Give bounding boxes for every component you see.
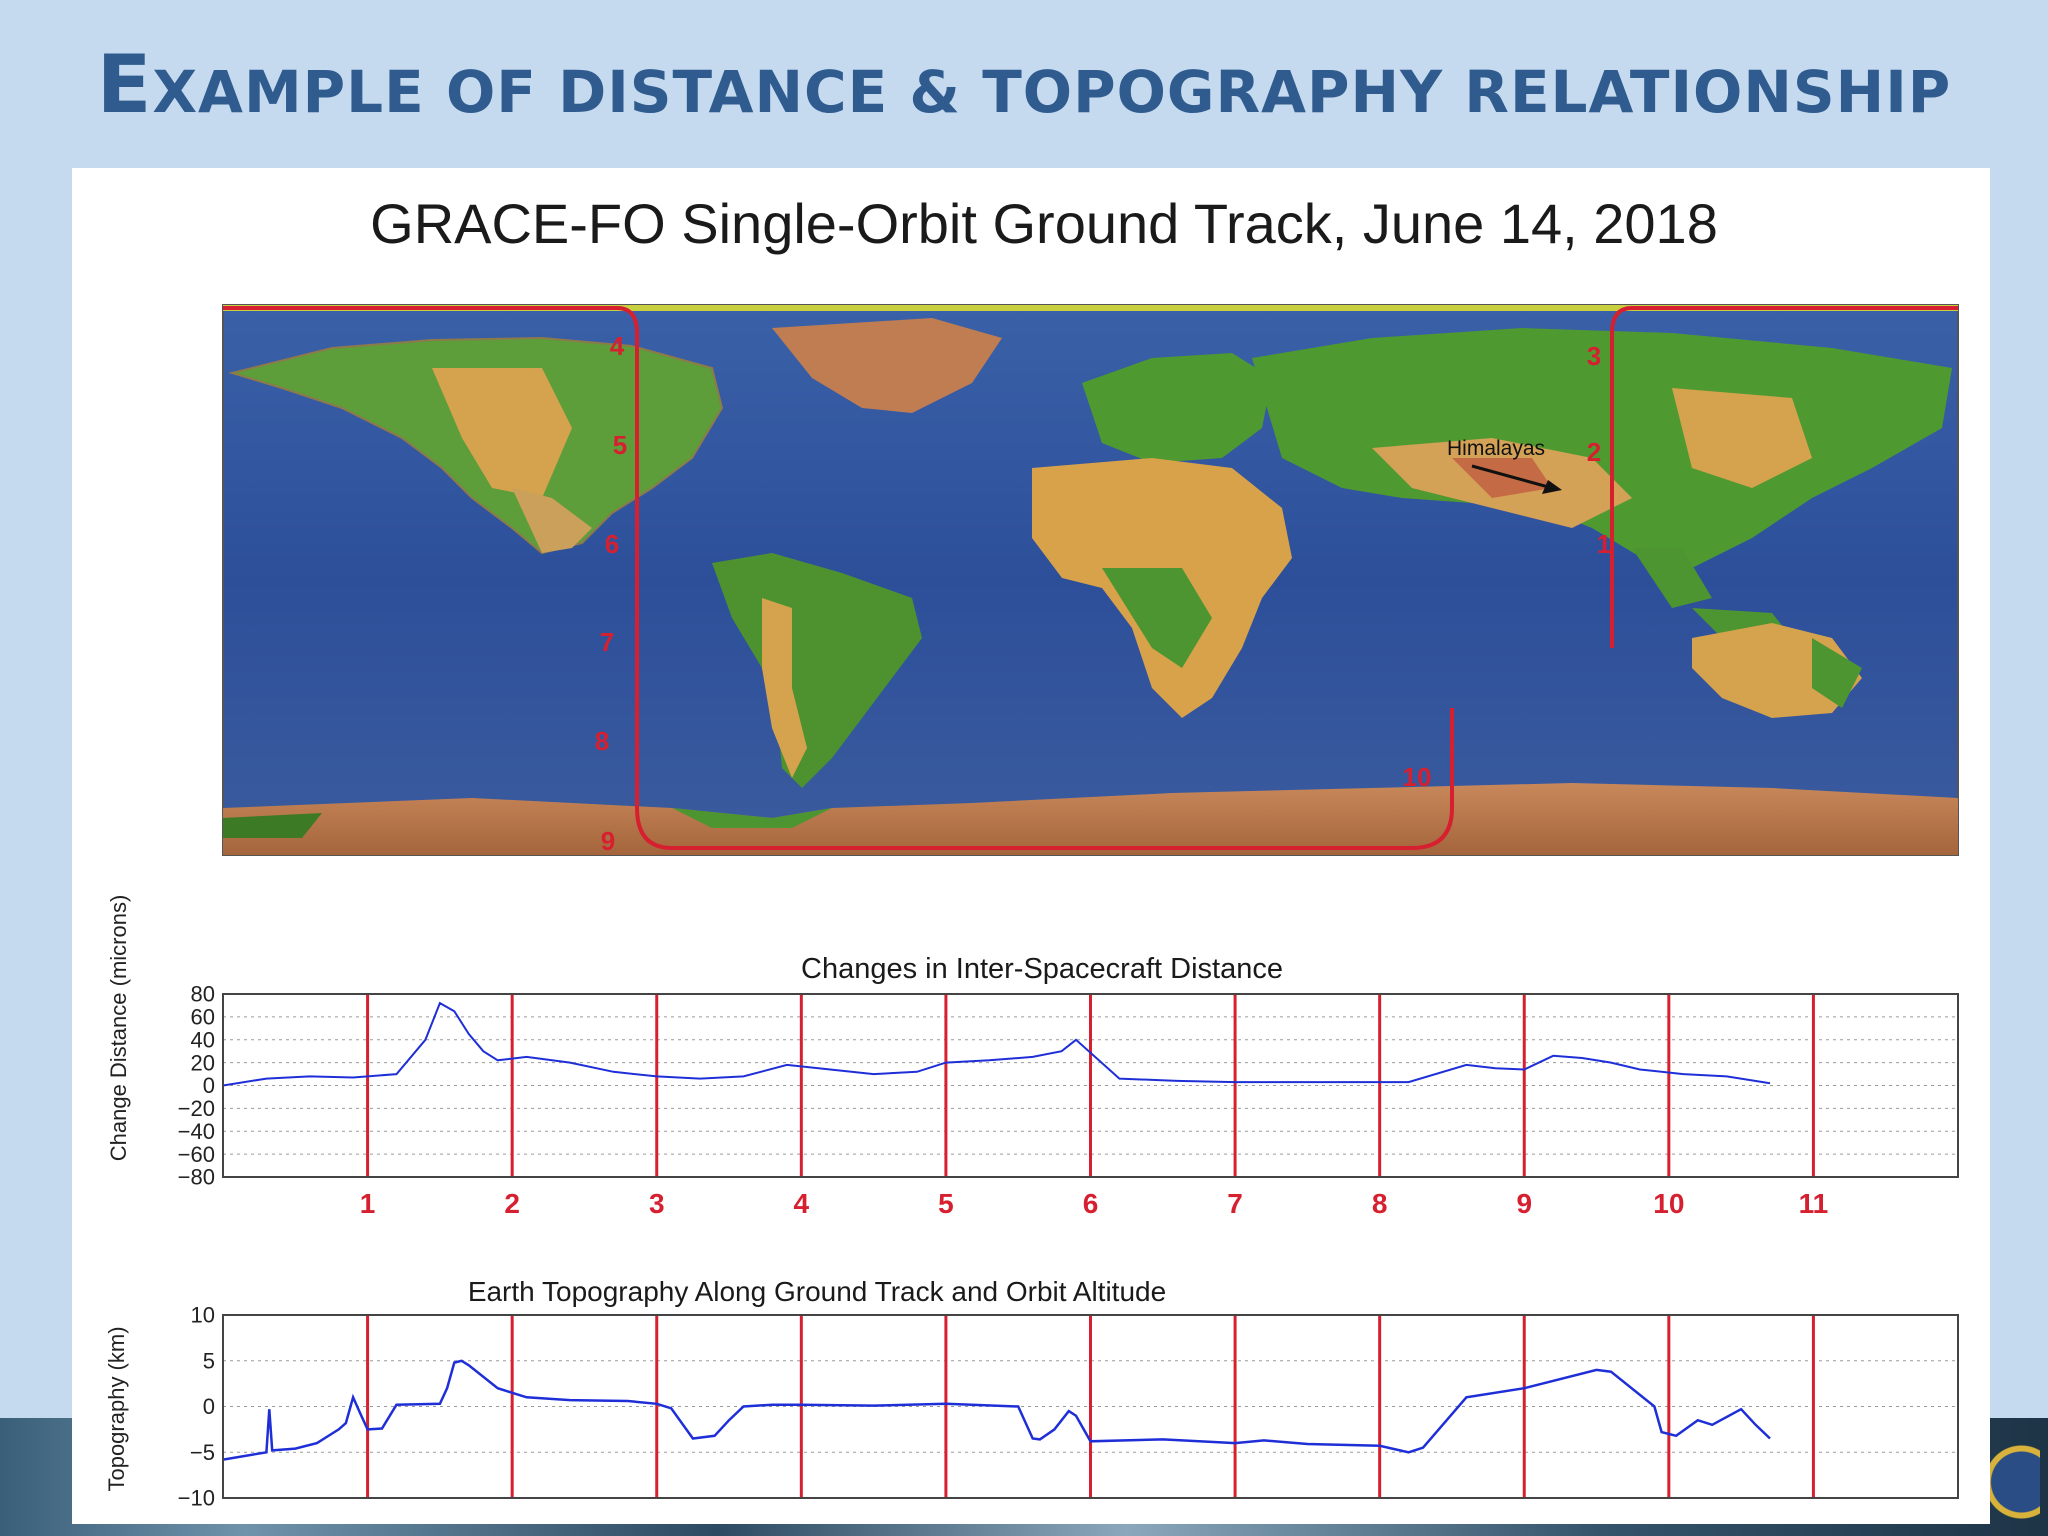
y-tick-label: −80 bbox=[178, 1165, 215, 1190]
topography-series-line bbox=[222, 1359, 1771, 1461]
track-point-9: 9 bbox=[601, 826, 615, 856]
y-tick-label: 10 bbox=[191, 1303, 215, 1328]
topography-chart-title: Earth Topography Along Ground Track and … bbox=[468, 1276, 1166, 1307]
track-point-6: 6 bbox=[605, 529, 619, 559]
y-tick-label: −5 bbox=[190, 1440, 215, 1465]
topography-chart-frame bbox=[222, 1314, 1959, 1499]
landmass-greenland bbox=[772, 318, 1002, 413]
slide-title: EXAMPLE OF DISTANCE & TOPOGRAPHY RELATIO… bbox=[0, 38, 2048, 131]
y-tick-label: 80 bbox=[191, 982, 215, 1007]
y-tick-label: −60 bbox=[178, 1142, 215, 1167]
distance-series-line bbox=[222, 1001, 1771, 1087]
y-tick-label: 0 bbox=[203, 1394, 215, 1419]
landmass-europe bbox=[1082, 353, 1272, 463]
y-tick-label: 0 bbox=[203, 1073, 215, 1098]
track-point-5: 5 bbox=[613, 430, 627, 460]
ground-track bbox=[223, 306, 1454, 850]
distance-chart: Changes in Inter-Spacecraft Distance Cha… bbox=[106, 895, 1959, 1219]
track-point-4: 4 bbox=[610, 331, 625, 361]
map-title: GRACE-FO Single-Orbit Ground Track, June… bbox=[370, 192, 1718, 255]
y-tick-label: −20 bbox=[178, 1096, 215, 1121]
landmass-antarctica bbox=[223, 783, 1958, 855]
track-point-2: 2 bbox=[1587, 437, 1601, 467]
y-tick-label: 60 bbox=[191, 1005, 215, 1030]
track-point-8: 8 bbox=[595, 726, 609, 756]
track-point-7: 7 bbox=[600, 627, 614, 657]
slide-title-rest: XAMPLE OF DISTANCE & TOPOGRAPHY RELATION… bbox=[152, 58, 1952, 126]
distance-chart-frame bbox=[222, 993, 1959, 1178]
world-map: 1 2 3 4 5 6 7 8 9 10 Himalayas bbox=[222, 304, 1959, 856]
track-point-10: 10 bbox=[1403, 762, 1432, 792]
distance-chart-markers bbox=[366, 994, 1815, 1177]
y-tick-label: −10 bbox=[178, 1486, 215, 1511]
himalayas-annotation: Himalayas bbox=[1447, 437, 1545, 460]
himalayas-arrow-icon bbox=[1471, 464, 1553, 490]
marker-label: 10 bbox=[1653, 1188, 1684, 1219]
track-point-labels: 1 2 3 4 5 6 7 8 9 10 bbox=[595, 331, 1611, 856]
marker-label: 4 bbox=[794, 1188, 810, 1219]
marker-label: 7 bbox=[1227, 1188, 1243, 1219]
marker-label: 5 bbox=[938, 1188, 954, 1219]
marker-label: 3 bbox=[649, 1188, 665, 1219]
slide-title-first-letter: E bbox=[96, 38, 153, 131]
distance-chart-title: Changes in Inter-Spacecraft Distance bbox=[801, 953, 1283, 985]
y-tick-label: −40 bbox=[178, 1119, 215, 1144]
topography-chart-ylabel: Topography (km) bbox=[104, 1326, 129, 1491]
y-tick-label: 5 bbox=[203, 1348, 215, 1373]
y-tick-label: 20 bbox=[191, 1050, 215, 1075]
marker-label: 6 bbox=[1083, 1188, 1099, 1219]
topography-chart-y-ticks: 10 5 0 −5 −10 bbox=[178, 1303, 215, 1511]
distance-chart-marker-labels: 1 2 3 4 5 6 7 8 9 10 11 bbox=[360, 1188, 1828, 1219]
marker-label: 1 bbox=[360, 1188, 376, 1219]
topography-chart: Earth Topography Along Ground Track and … bbox=[104, 1276, 1959, 1511]
figure-panel: GRACE-FO Single-Orbit Ground Track, June… bbox=[72, 168, 1990, 1524]
track-point-3: 3 bbox=[1587, 341, 1601, 371]
distance-chart-ylabel: Change Distance (microns) bbox=[106, 895, 131, 1162]
y-tick-label: 40 bbox=[191, 1027, 215, 1052]
marker-label: 11 bbox=[1799, 1188, 1829, 1219]
landmass-asia bbox=[1252, 328, 1952, 568]
marker-label: 9 bbox=[1516, 1188, 1532, 1219]
marker-label: 8 bbox=[1372, 1188, 1388, 1219]
topography-chart-markers bbox=[366, 1315, 1815, 1498]
track-point-1: 1 bbox=[1597, 529, 1611, 559]
marker-label: 2 bbox=[504, 1188, 520, 1219]
figure-svg: GRACE-FO Single-Orbit Ground Track, June… bbox=[104, 192, 1959, 1511]
